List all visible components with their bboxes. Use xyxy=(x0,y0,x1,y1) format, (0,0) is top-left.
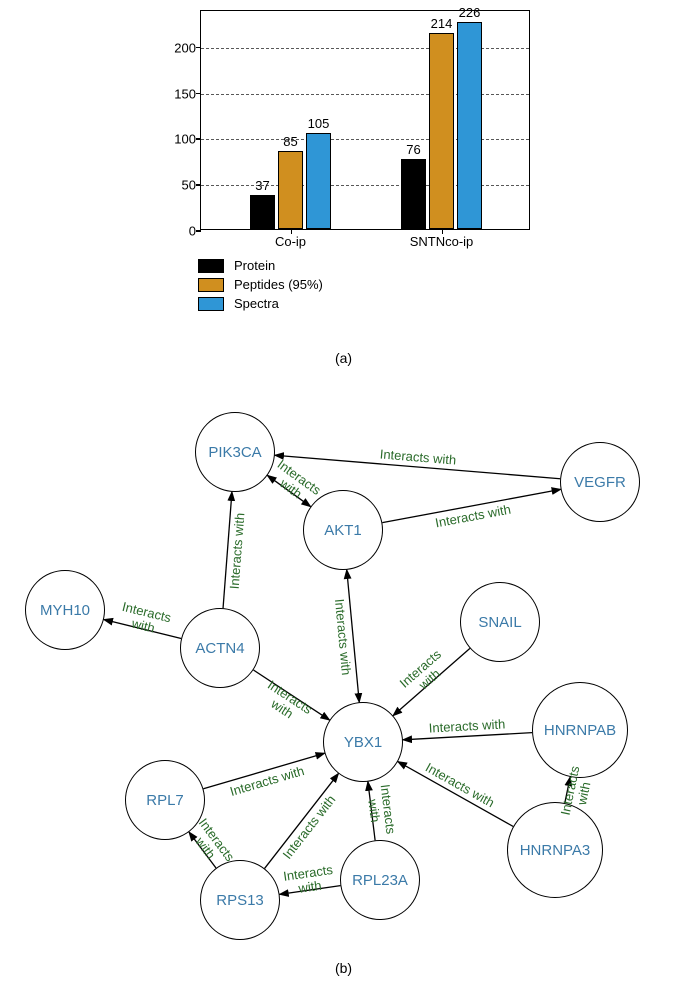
network-node: VEGFR xyxy=(560,442,640,522)
legend-swatch xyxy=(198,278,224,292)
bar xyxy=(429,33,454,229)
y-tick-label: 150 xyxy=(161,86,196,101)
network-node: HNRNPA3 xyxy=(507,802,603,898)
network-node: MYH10 xyxy=(25,570,105,650)
network-node: YBX1 xyxy=(323,702,403,782)
network-node: SNAIL xyxy=(460,582,540,662)
legend-label: Spectra xyxy=(234,296,279,311)
network-node: AKT1 xyxy=(303,490,383,570)
caption-b: (b) xyxy=(335,960,352,976)
chart-plot-area: 0501001502003785105Co-ip76214226SNTNco-i… xyxy=(200,10,530,230)
bar-value-label: 37 xyxy=(243,178,283,193)
network-node: ACTN4 xyxy=(180,608,260,688)
bar xyxy=(306,133,331,229)
x-tick-label: SNTNco-ip xyxy=(410,234,474,249)
network-edge xyxy=(403,733,532,740)
y-tick-label: 100 xyxy=(161,132,196,147)
bar xyxy=(250,195,275,229)
network-edge xyxy=(265,774,339,869)
network-node: RPL23A xyxy=(340,840,420,920)
caption-a: (a) xyxy=(335,350,352,366)
network-diagram: PIK3CA VEGFR AKT1 MYH10 ACTN4 SNAIL YBX1 HNRNPA… xyxy=(10,380,677,950)
y-tick-label: 200 xyxy=(161,40,196,55)
bar xyxy=(401,159,426,229)
bar-value-label: 85 xyxy=(271,134,311,149)
legend-swatch xyxy=(198,297,224,311)
bar-value-label: 105 xyxy=(299,116,339,131)
edge-label: Interactswith xyxy=(365,783,398,836)
bar xyxy=(457,22,482,229)
x-tick-mark xyxy=(291,229,293,234)
y-tick-label: 50 xyxy=(161,178,196,193)
network-node: PIK3CA xyxy=(195,412,275,492)
bar-value-label: 226 xyxy=(450,5,490,20)
legend-label: Protein xyxy=(234,258,275,273)
bar-value-label: 76 xyxy=(394,142,434,157)
network-node: RPS13 xyxy=(200,860,280,940)
y-tick-mark xyxy=(196,230,201,232)
legend-label: Peptides (95%) xyxy=(234,277,323,292)
legend-item: Peptides (95%) xyxy=(198,277,323,292)
bar xyxy=(278,151,303,229)
y-tick-label: 0 xyxy=(161,224,196,239)
chart-legend: Protein Peptides (95%) Spectra xyxy=(198,258,323,315)
x-tick-mark xyxy=(442,229,444,234)
x-tick-label: Co-ip xyxy=(275,234,306,249)
network-edge xyxy=(398,762,513,827)
legend-item: Spectra xyxy=(198,296,323,311)
legend-item: Protein xyxy=(198,258,323,273)
network-node: HNRNPAB xyxy=(532,682,628,778)
bar-chart: 0501001502003785105Co-ip76214226SNTNco-i… xyxy=(160,10,530,350)
legend-swatch xyxy=(198,259,224,273)
